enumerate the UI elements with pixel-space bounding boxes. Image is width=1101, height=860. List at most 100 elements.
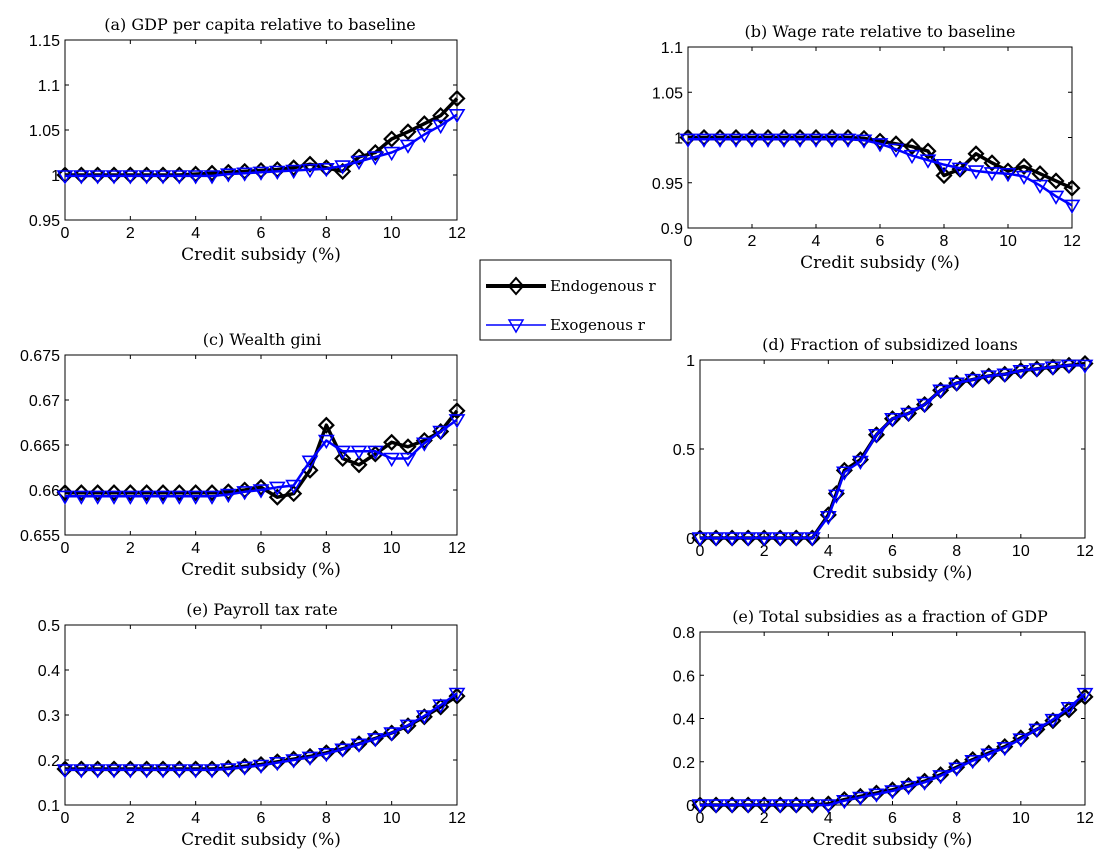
x-axis-label: Credit subsidy (%) (181, 245, 341, 265)
y-tick-label: 0.675 (20, 348, 60, 365)
data-point-triangle (1060, 701, 1078, 717)
data-point-triangle (948, 762, 966, 777)
y-tick-label: 0.6 (673, 668, 695, 685)
x-tick-label: 12 (1063, 233, 1081, 250)
data-point-triangle (852, 791, 869, 807)
data-point-triangle (56, 764, 74, 779)
data-point-diamond (72, 484, 90, 502)
x-tick-label: 4 (191, 225, 200, 242)
data-point-triangle (787, 799, 805, 814)
series-line (65, 692, 458, 772)
data-point-diamond (350, 148, 368, 166)
x-tick-label: 0 (61, 810, 70, 827)
data-point-triangle (121, 170, 139, 185)
data-point-triangle (996, 741, 1014, 757)
data-point-triangle (855, 134, 873, 149)
series-line (65, 418, 458, 498)
data-point-diamond (967, 145, 985, 163)
data-point-triangle (56, 490, 74, 505)
y-tick-label: 1 (674, 131, 683, 148)
plot-area (64, 624, 458, 806)
y-tick-label: 1.1 (661, 40, 683, 57)
data-point-triangle (980, 370, 998, 385)
x-tick-label: 10 (1012, 543, 1030, 560)
data-point-triangle (236, 761, 254, 776)
data-point-triangle (219, 168, 237, 183)
data-point-triangle (900, 407, 917, 422)
data-point-triangle (803, 532, 821, 547)
x-tick-label: 2 (126, 540, 135, 557)
data-point-diamond (887, 135, 905, 153)
series-line (688, 135, 1073, 190)
x-tick-label: 12 (1076, 810, 1094, 827)
x-tick-label: 2 (760, 810, 769, 827)
data-point-diamond (448, 89, 466, 108)
y-tick-label: 0 (686, 798, 695, 815)
data-point-triangle (771, 532, 789, 547)
data-point-triangle (350, 155, 368, 171)
data-point-diamond (105, 484, 123, 502)
data-point-triangle (170, 490, 188, 505)
subplot-title: (d) Fraction of subsidized loans (762, 335, 1018, 354)
data-point-triangle (691, 799, 709, 814)
x-tick-label: 6 (888, 810, 897, 827)
data-point-triangle (187, 170, 205, 185)
data-point-triangle (203, 764, 221, 779)
data-point-triangle (399, 139, 417, 154)
x-tick-label: 10 (999, 233, 1017, 250)
y-tick-label: 0 (686, 531, 695, 548)
data-point-triangle (852, 455, 869, 471)
x-tick-label: 2 (748, 233, 757, 250)
data-point-triangle (89, 490, 107, 505)
data-point-diamond (170, 484, 188, 502)
data-point-triangle (154, 490, 172, 505)
data-point-triangle (448, 109, 466, 124)
data-point-triangle (383, 727, 401, 742)
x-axis-label: Credit subsidy (%) (813, 563, 973, 583)
data-point-triangle (1044, 713, 1062, 729)
x-tick-label: 10 (383, 225, 401, 242)
subplot-3: (c) Wealth gini 0 2 4 6 8 10 12 0.655 0.66 0.665 0.… (20, 330, 466, 580)
data-point-triangle (723, 799, 741, 814)
x-tick-label: 12 (448, 225, 466, 242)
data-point-diamond (187, 484, 205, 502)
x-tick-label: 4 (191, 540, 200, 557)
data-point-triangle (285, 164, 303, 180)
data-point-triangle (884, 413, 901, 428)
data-point-triangle (827, 489, 845, 504)
y-tick-label: 1.05 (652, 85, 683, 102)
legend-triangle-marker (507, 319, 525, 334)
data-point-triangle (317, 747, 335, 763)
data-point-triangle (1012, 364, 1030, 380)
x-tick-label: 0 (61, 540, 70, 557)
data-point-triangle (219, 488, 237, 504)
data-point-triangle (1044, 361, 1062, 376)
data-point-triangle (839, 133, 857, 148)
data-point-diamond (415, 115, 433, 133)
x-tick-label: 4 (824, 543, 833, 560)
data-point-triangle (154, 764, 172, 779)
data-point-triangle (366, 733, 384, 748)
data-point-triangle (932, 770, 950, 785)
data-point-triangle (432, 425, 450, 441)
legend-diamond-marker (507, 276, 525, 296)
data-point-triangle (903, 149, 921, 165)
subplot-6: (e) Total subsidies as a fraction of GDP… (673, 607, 1094, 850)
subplot-title: (b) Wage rate relative to baseline (745, 22, 1016, 41)
subplot-5: (e) Payroll tax rate 0 2 4 6 8 10 12 0.1 0.2 0.3 0.… (38, 600, 466, 850)
data-point-triangle (951, 162, 969, 177)
x-tick-label: 8 (322, 225, 331, 242)
data-point-diamond (334, 449, 352, 468)
data-point-triangle (187, 490, 205, 505)
data-point-triangle (448, 687, 466, 702)
x-tick-label: 6 (257, 810, 266, 827)
data-point-triangle (967, 165, 985, 180)
data-point-triangle (383, 146, 401, 162)
data-point-diamond (383, 433, 401, 451)
data-point-triangle (268, 481, 286, 496)
data-point-triangle (999, 168, 1017, 183)
legend-box (479, 259, 672, 341)
series-line (700, 364, 1085, 540)
data-point-triangle (89, 764, 107, 779)
data-point-triangle (105, 490, 123, 505)
